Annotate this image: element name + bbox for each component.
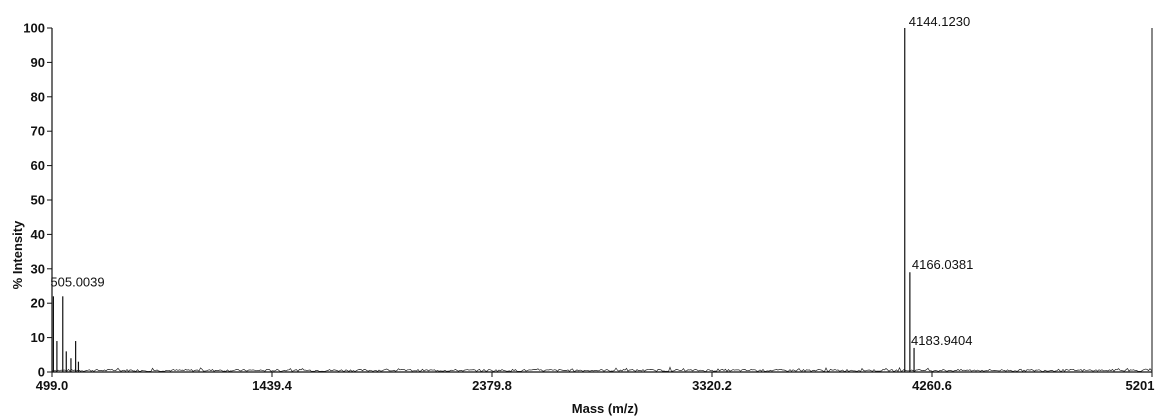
y-tick-label-100: 100: [23, 21, 45, 36]
y-tick-label-90: 90: [31, 55, 45, 70]
x-tick-label-1: 1439.4: [252, 378, 293, 393]
x-axis: 499.0 1439.4 2379.8 3320.2 4260.6 5201: [36, 371, 1155, 393]
plot-area: 505.0039 4144.1230 4166.0381 4183.9404: [50, 14, 1153, 373]
y-tick-label-0: 0: [38, 365, 45, 380]
x-tick-label-2: 2379.8: [472, 378, 512, 393]
y-tick-label-50: 50: [31, 193, 45, 208]
y-axis-title: % Intensity: [10, 220, 25, 289]
peak-label-0: 505.0039: [50, 274, 104, 289]
x-tick-label-0: 499.0: [36, 378, 69, 393]
x-tick-label-3: 3320.2: [692, 378, 732, 393]
peak-label-2: 4166.0381: [912, 257, 973, 272]
y-tick-label-60: 60: [31, 158, 45, 173]
x-tick-label-5: 5201: [1126, 378, 1155, 393]
y-tick-label-10: 10: [31, 330, 45, 345]
peak-label-3: 4183.9404: [911, 333, 972, 348]
noise-trace: [51, 366, 1152, 373]
y-tick-label-40: 40: [31, 227, 45, 242]
y-axis: 0 10 20 30 40 50 60 70 80 90 100: [23, 21, 53, 380]
y-tick-label-70: 70: [31, 124, 45, 139]
x-tick-label-4: 4260.6: [912, 378, 952, 393]
peak-label-1: 4144.1230: [909, 14, 970, 29]
y-tick-label-80: 80: [31, 89, 45, 104]
y-tick-label-30: 30: [31, 261, 45, 276]
x-axis-title: Mass (m/z): [572, 401, 638, 416]
y-tick-label-20: 20: [31, 296, 45, 311]
